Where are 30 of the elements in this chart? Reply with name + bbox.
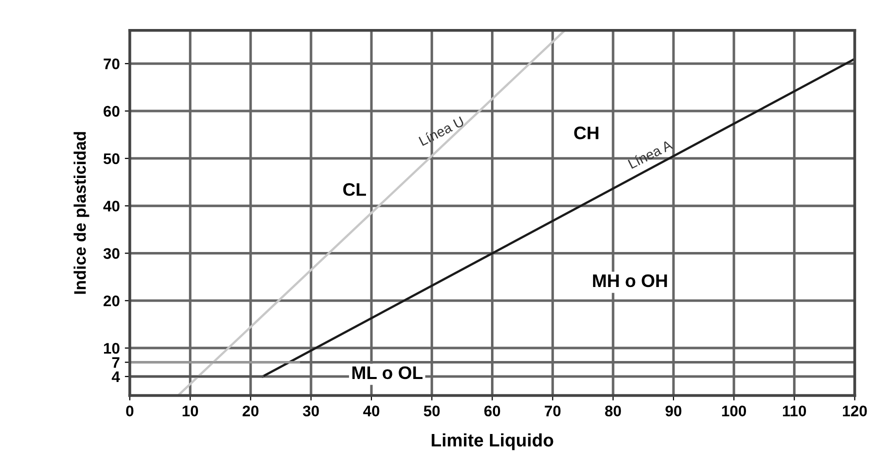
y-tick-label: 10	[104, 342, 120, 354]
x-tick-label: 40	[363, 406, 380, 416]
annotation: CL	[343, 183, 366, 196]
annotation: CH	[574, 126, 598, 140]
y-tick-label: 50	[104, 153, 120, 164]
x-tick-label: 100	[722, 406, 746, 416]
x-tick-label: 120	[842, 406, 867, 416]
x-tick-label: 80	[605, 406, 621, 416]
x-tick-label: 90	[666, 406, 682, 416]
annotation: ML o OL	[352, 366, 423, 380]
x-axis-title: Limite Liquido	[432, 433, 554, 450]
y-tick-label: 20	[104, 296, 120, 306]
text: Línea U	[418, 116, 464, 146]
y-axis-title: Indice de plasticidad	[74, 132, 90, 294]
x-tick-label: 50	[424, 406, 440, 416]
x-tick-label: 60	[484, 406, 500, 416]
x-tick-label: 70	[544, 406, 561, 416]
x-tick-label: 20	[242, 406, 258, 416]
annotation: MH o OH	[593, 274, 667, 288]
y-tick-label: 4	[112, 372, 120, 382]
y-tick-label: 60	[104, 106, 120, 117]
x-tick-label: 110	[782, 406, 806, 416]
text: Línea A	[628, 139, 674, 169]
x-tick-label: 0	[126, 406, 134, 416]
y-tick-label: 40	[103, 200, 120, 212]
y-tick-label: 7	[112, 357, 120, 368]
x-tick-label: 10	[182, 406, 198, 416]
y-tick-label: 70	[104, 58, 120, 70]
x-tick-label: 30	[302, 406, 319, 416]
y-tick-label: 30	[103, 248, 120, 259]
